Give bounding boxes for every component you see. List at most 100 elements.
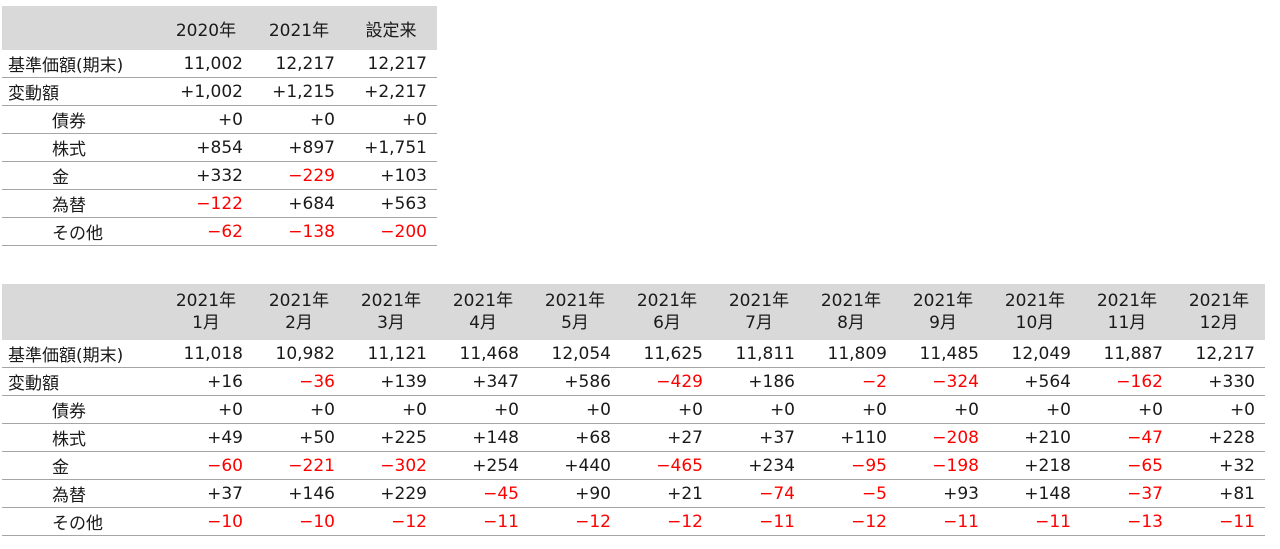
row-label: 金	[2, 161, 159, 190]
header-year: 2021年	[820, 291, 882, 311]
table-cell: +854	[159, 133, 253, 162]
table-cell: +0	[713, 395, 805, 424]
table-cell: +27	[621, 423, 713, 452]
header-month: 4月	[469, 313, 497, 333]
table-row: 金 +332 −229 +103	[2, 161, 437, 190]
table-row: 変動額 +1,002 +1,215 +2,217	[2, 77, 437, 106]
table-cell: +148	[989, 479, 1081, 508]
table-cell: +1,002	[159, 77, 253, 106]
table-cell: +37	[713, 423, 805, 452]
column-header: 2021年 9月	[897, 284, 989, 340]
column-header: 2021年 2月	[253, 284, 345, 340]
row-label: 為替	[2, 189, 159, 218]
table-cell: +0	[897, 395, 989, 424]
table-cell: 11,002	[159, 50, 253, 78]
table-cell: +0	[159, 395, 253, 424]
table-cell: −10	[159, 507, 253, 536]
table-cell: +0	[345, 395, 437, 424]
table-cell: +254	[437, 451, 529, 480]
table-cell: +0	[437, 395, 529, 424]
table-row: 為替 −122 +684 +563	[2, 189, 437, 218]
table-cell: 11,018	[159, 340, 253, 368]
header-year: 2021年	[1096, 291, 1158, 311]
table-row: 株式 +49 +50 +225 +148 +68 +27 +37 +110 −208 +210 −47…	[2, 423, 1265, 452]
table-cell: −5	[805, 479, 897, 508]
table-cell: −12	[621, 507, 713, 536]
table-cell: −74	[713, 479, 805, 508]
table-cell: −95	[805, 451, 897, 480]
table-cell: +347	[437, 367, 529, 396]
table-cell: 12,217	[345, 50, 437, 78]
table-cell: −2	[805, 367, 897, 396]
table-cell: +81	[1173, 479, 1265, 508]
table-cell: +897	[253, 133, 345, 162]
table-cell: +564	[989, 367, 1081, 396]
table-cell: +234	[713, 451, 805, 480]
table-cell: +330	[1173, 367, 1265, 396]
table-cell: −229	[253, 161, 345, 190]
header-month: 10月	[1015, 313, 1055, 333]
table-cell: +186	[713, 367, 805, 396]
table-cell: +684	[253, 189, 345, 218]
row-label: 変動額	[2, 367, 159, 396]
table-cell: 11,625	[621, 340, 713, 368]
table-cell: +68	[529, 423, 621, 452]
row-label: 株式	[2, 133, 159, 162]
table-cell: +0	[1081, 395, 1173, 424]
table-cell: 12,054	[529, 340, 621, 368]
header-year: 2021年	[268, 291, 330, 311]
header-year: 2021年	[452, 291, 514, 311]
table-cell: +0	[159, 105, 253, 134]
column-header: 2021年 5月	[529, 284, 621, 340]
table-cell: +229	[345, 479, 437, 508]
table-cell: −12	[345, 507, 437, 536]
table-cell: +0	[1173, 395, 1265, 424]
header-month: 2月	[285, 313, 313, 333]
table-cell: +21	[621, 479, 713, 508]
table-cell: −302	[345, 451, 437, 480]
column-header: 2021年 10月	[989, 284, 1081, 340]
table-row: 変動額 +16 −36 +139 +347 +586 −429 +186 −2 −324 +564−…	[2, 367, 1265, 396]
table-cell: −62	[159, 217, 253, 246]
table-cell: +210	[989, 423, 1081, 452]
table-cell: −198	[897, 451, 989, 480]
table-cell: +16	[159, 367, 253, 396]
table-cell: −429	[621, 367, 713, 396]
table-cell: +146	[253, 479, 345, 508]
header-year: 2021年	[912, 291, 974, 311]
table-cell: −47	[1081, 423, 1173, 452]
table-row: 基準価額(期末) 11,002 12,217 12,217	[2, 50, 437, 78]
table-cell: 11,809	[805, 340, 897, 368]
table-cell: −11	[1173, 507, 1265, 536]
table-row: 株式 +854 +897 +1,751	[2, 133, 437, 162]
header-month: 11月	[1107, 313, 1147, 333]
table-cell: 12,217	[1173, 340, 1265, 368]
row-label: 基準価額(期末)	[2, 340, 159, 368]
header-year: 2021年	[360, 291, 422, 311]
table-row: 基準価額(期末) 11,018 10,982 11,121 11,468 12,054 11…	[2, 340, 1265, 368]
header-month: 9月	[929, 313, 957, 333]
header-row: 2020年 2021年 設定来	[2, 6, 437, 50]
table-cell: +110	[805, 423, 897, 452]
header-month: 12月	[1199, 313, 1239, 333]
table-cell: −465	[621, 451, 713, 480]
table-cell: +2,217	[345, 77, 437, 106]
table-cell: −324	[897, 367, 989, 396]
column-header: 2021年 12月	[1173, 284, 1265, 340]
column-header: 2021年 1月	[159, 284, 253, 340]
row-label: 基準価額(期末)	[2, 50, 159, 78]
column-header: 2021年 11月	[1081, 284, 1173, 340]
table-cell: +563	[345, 189, 437, 218]
column-header: 2020年	[159, 6, 253, 50]
table-cell: +139	[345, 367, 437, 396]
table-cell: +0	[253, 105, 345, 134]
table-cell: +440	[529, 451, 621, 480]
table-row: その他 −10 −10 −12 −11 −12 −12 −11 −12 −11 −11 −13 −11	[2, 507, 1265, 536]
table-cell: −11	[713, 507, 805, 536]
table-cell: +0	[621, 395, 713, 424]
row-label: 変動額	[2, 77, 159, 106]
table-cell: 11,811	[713, 340, 805, 368]
monthly-change-table: 2021年 1月 2021年 2月 2021年 3月 2021年 4月 2021年 5月 2021年…	[2, 284, 1265, 536]
table-cell: −36	[253, 367, 345, 396]
table-cell: −10	[253, 507, 345, 536]
